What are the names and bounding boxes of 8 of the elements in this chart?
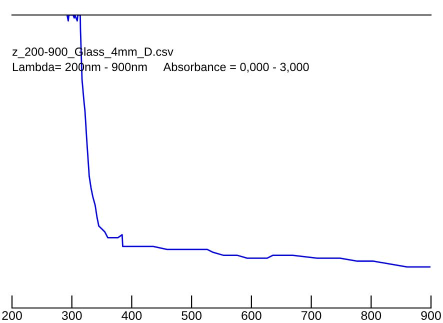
x-tick-label: 500 bbox=[182, 311, 202, 320]
x-tick-label: 200 bbox=[2, 311, 22, 320]
x-tick-label: 300 bbox=[62, 311, 82, 320]
x-tick-label: 600 bbox=[242, 311, 262, 320]
x-tick-label: 700 bbox=[302, 311, 322, 320]
x-tick-label: 800 bbox=[361, 311, 382, 320]
x-tick-label: 900 bbox=[421, 311, 441, 320]
x-tick-label: 400 bbox=[122, 311, 142, 320]
